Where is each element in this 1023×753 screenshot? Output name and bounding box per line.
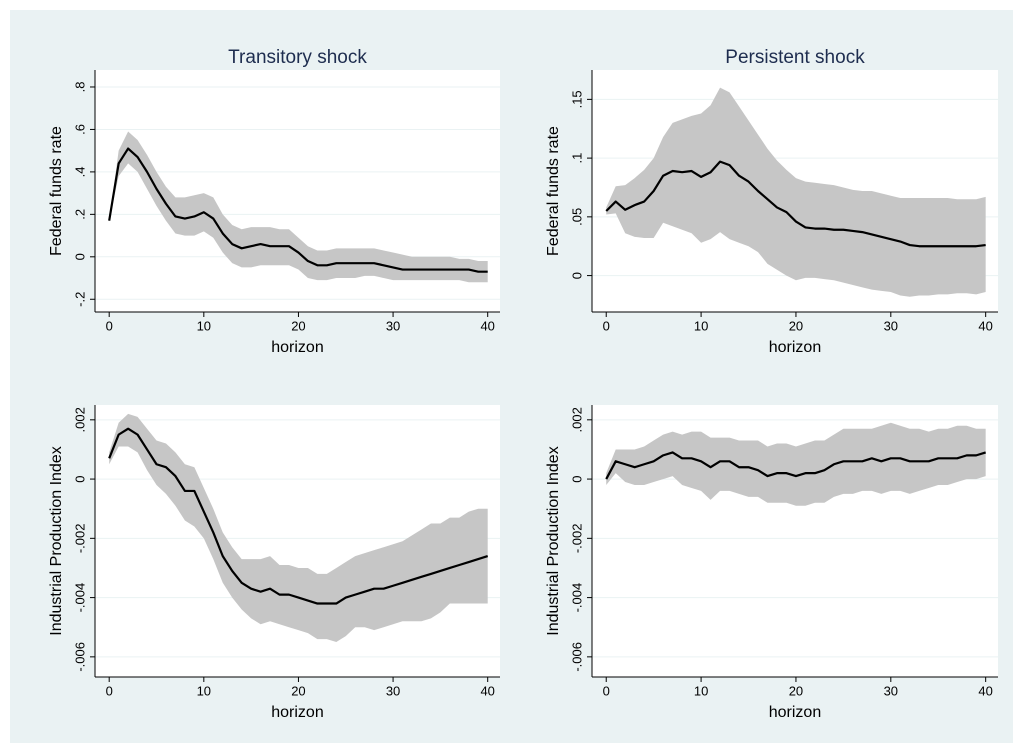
irf-line (108, 147, 488, 273)
x-tick-label: 30 (386, 318, 400, 333)
y-tick-label: -.006 (569, 642, 584, 672)
y-axis-label: Industrial Production Index (545, 446, 562, 635)
y-tick-label: -.002 (569, 524, 584, 554)
x-tick-label: 30 (884, 683, 898, 698)
x-tick-label: 0 (603, 318, 610, 333)
panel-title: Persistent shock (725, 47, 865, 68)
x-tick-label: 20 (789, 683, 803, 698)
x-tick-label: 40 (480, 683, 494, 698)
x-tick-label: 0 (603, 683, 610, 698)
y-tick-label: .4 (72, 166, 87, 177)
y-tick-label: 0 (569, 272, 584, 279)
y-axis-label: Federal funds rate (545, 126, 562, 256)
x-tick-label: 20 (291, 683, 305, 698)
x-tick-label: 40 (480, 318, 494, 333)
y-tick-label: -.004 (569, 583, 584, 613)
panel-title: Transitory shock (228, 47, 367, 68)
x-tick-label: 40 (978, 318, 992, 333)
x-tick-label: 30 (386, 683, 400, 698)
y-tick-label: -.2 (72, 292, 87, 307)
y-tick-label: .15 (569, 90, 584, 108)
x-tick-label: 20 (789, 318, 803, 333)
x-axis-label: horizon (769, 339, 821, 356)
y-tick-label: .6 (72, 124, 87, 135)
y-tick-label: 0 (569, 475, 584, 482)
y-axis-label: Industrial Production Index (48, 446, 65, 635)
y-tick-label: .8 (72, 82, 87, 93)
y-tick-label: -.002 (72, 524, 87, 554)
confidence-band (606, 87, 986, 297)
x-axis-label: horizon (271, 704, 323, 721)
y-tick-label: -.004 (72, 583, 87, 613)
y-tick-label: .2 (72, 209, 87, 220)
x-tick-label: 40 (978, 683, 992, 698)
x-tick-label: 20 (291, 318, 305, 333)
x-tick-label: 0 (106, 683, 113, 698)
x-tick-label: 10 (694, 683, 708, 698)
x-tick-label: 10 (694, 318, 708, 333)
irf-line (108, 427, 489, 605)
y-tick-label: .05 (569, 208, 584, 226)
y-tick-label: .002 (569, 407, 584, 432)
y-tick-label: 0 (72, 475, 87, 482)
y-tick-label: .002 (72, 407, 87, 432)
y-tick-label: -.006 (72, 642, 87, 672)
x-tick-label: 30 (884, 318, 898, 333)
x-tick-label: 10 (197, 318, 211, 333)
x-tick-label: 0 (106, 318, 113, 333)
irf-line (605, 160, 986, 248)
confidence-band (606, 422, 986, 506)
y-tick-label: 0 (72, 253, 87, 260)
y-tick-label: .1 (569, 153, 584, 164)
irf-line (605, 451, 986, 480)
y-axis-label: Federal funds rate (48, 126, 65, 256)
x-axis-label: horizon (769, 704, 821, 721)
x-axis-label: horizon (271, 339, 323, 356)
x-tick-label: 10 (197, 683, 211, 698)
